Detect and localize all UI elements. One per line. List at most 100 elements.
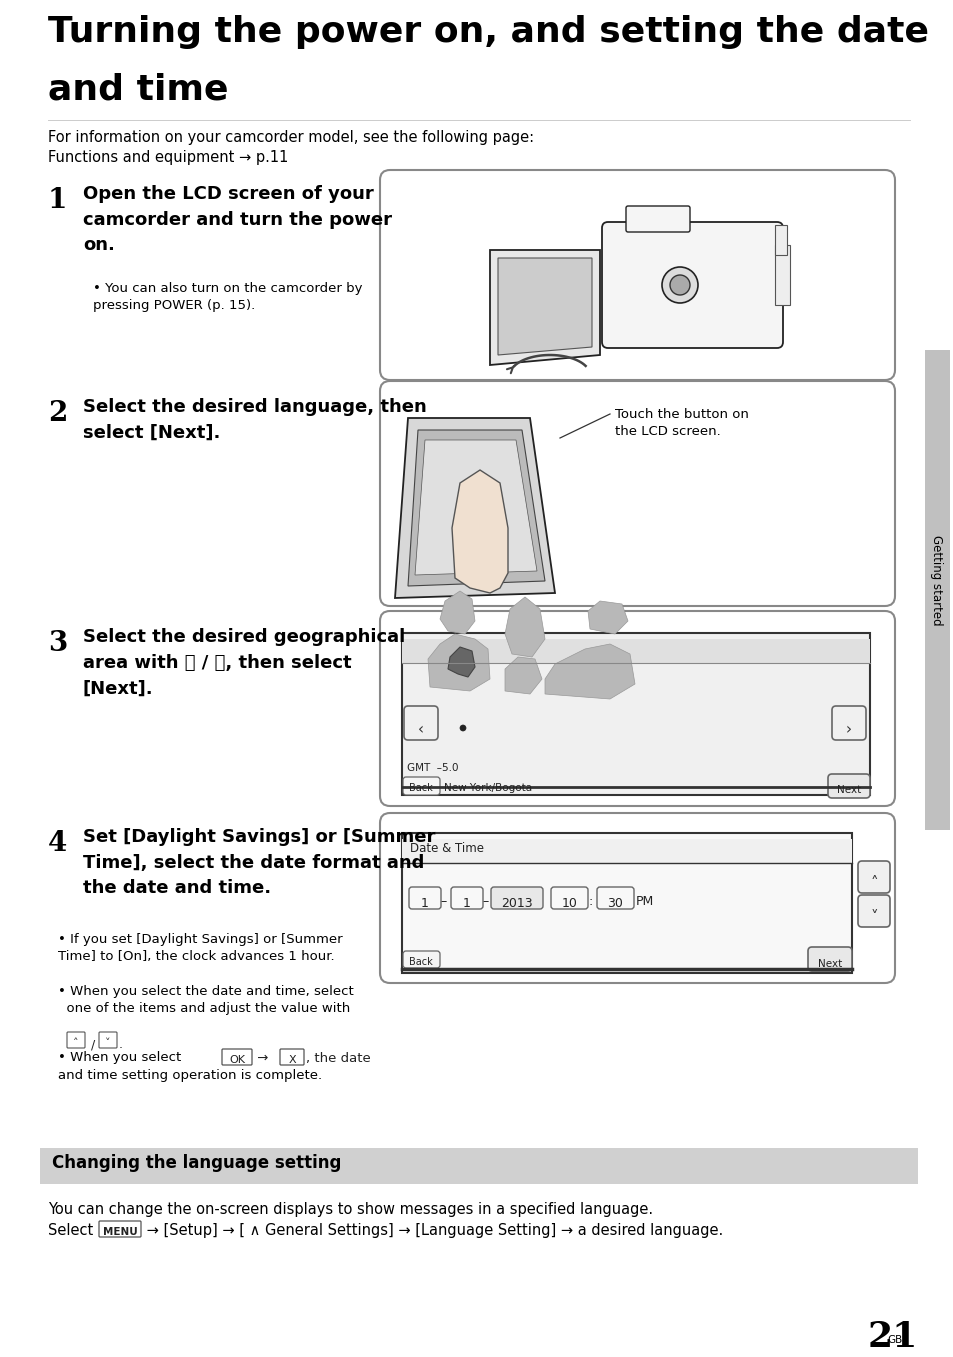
Text: and time setting operation is complete.: and time setting operation is complete. bbox=[58, 1069, 322, 1082]
Polygon shape bbox=[497, 258, 592, 356]
Circle shape bbox=[459, 725, 465, 731]
Polygon shape bbox=[439, 592, 475, 634]
Text: You can change the on-screen displays to show messages in a specified language.: You can change the on-screen displays to… bbox=[48, 1202, 653, 1217]
Text: • When you select the date and time, select
  one of the items and adjust the va: • When you select the date and time, sel… bbox=[58, 985, 354, 1015]
Text: .: . bbox=[119, 1038, 123, 1052]
Text: , the date: , the date bbox=[306, 1052, 371, 1065]
FancyBboxPatch shape bbox=[67, 1033, 85, 1048]
Bar bbox=[401, 839, 851, 863]
FancyBboxPatch shape bbox=[99, 1033, 117, 1048]
Polygon shape bbox=[504, 597, 544, 657]
Text: Select: Select bbox=[48, 1223, 98, 1238]
Text: Touch the button on
the LCD screen.: Touch the button on the LCD screen. bbox=[615, 408, 748, 438]
Polygon shape bbox=[544, 645, 635, 699]
Polygon shape bbox=[490, 250, 599, 365]
Text: Open the LCD screen of your
camcorder and turn the power
on.: Open the LCD screen of your camcorder an… bbox=[83, 185, 392, 254]
Bar bbox=[774, 246, 789, 305]
Text: –: – bbox=[482, 896, 489, 908]
Text: Functions and equipment → p.11: Functions and equipment → p.11 bbox=[48, 151, 288, 166]
Text: GB: GB bbox=[886, 1335, 902, 1345]
Text: Getting started: Getting started bbox=[929, 535, 943, 626]
FancyBboxPatch shape bbox=[403, 706, 437, 740]
Text: MENU: MENU bbox=[103, 1227, 137, 1238]
Text: ˄: ˄ bbox=[869, 877, 877, 892]
Polygon shape bbox=[452, 470, 507, 593]
Text: Set [Daylight Savings] or [Summer
Time], select the date format and
the date and: Set [Daylight Savings] or [Summer Time],… bbox=[83, 828, 435, 897]
Polygon shape bbox=[504, 657, 541, 693]
FancyBboxPatch shape bbox=[827, 773, 869, 798]
Text: :: : bbox=[588, 896, 593, 908]
Text: 10: 10 bbox=[561, 897, 577, 911]
Text: OK: OK bbox=[229, 1054, 245, 1065]
Text: • If you set [Daylight Savings] or [Summer
Time] to [On], the clock advances 1 h: • If you set [Daylight Savings] or [Summ… bbox=[58, 934, 342, 963]
Circle shape bbox=[464, 556, 478, 570]
Text: ›: › bbox=[845, 722, 851, 737]
Text: 2: 2 bbox=[48, 400, 68, 427]
FancyBboxPatch shape bbox=[99, 1221, 141, 1238]
FancyBboxPatch shape bbox=[857, 860, 889, 893]
Text: ‹: ‹ bbox=[417, 722, 423, 737]
Text: 1: 1 bbox=[420, 897, 429, 911]
Text: Turning the power on, and setting the date: Turning the power on, and setting the da… bbox=[48, 15, 928, 49]
Text: 4: 4 bbox=[48, 830, 67, 858]
Polygon shape bbox=[448, 647, 475, 677]
Text: 30: 30 bbox=[607, 897, 622, 911]
Polygon shape bbox=[587, 601, 627, 634]
FancyBboxPatch shape bbox=[409, 887, 440, 909]
FancyBboxPatch shape bbox=[597, 887, 634, 909]
Text: –: – bbox=[440, 896, 447, 908]
Text: GMT  –5.0: GMT –5.0 bbox=[407, 763, 458, 773]
Text: New York/Bogota: New York/Bogota bbox=[443, 783, 532, 792]
Text: X: X bbox=[288, 1054, 295, 1065]
Bar bbox=[401, 833, 851, 973]
Text: Next: Next bbox=[817, 959, 841, 969]
Text: Select the desired geographical
area with 〈 / 〉, then select
[Next].: Select the desired geographical area wit… bbox=[83, 628, 405, 697]
Text: Changing the language setting: Changing the language setting bbox=[52, 1153, 341, 1172]
Text: and time: and time bbox=[48, 72, 229, 106]
Text: • When you select: • When you select bbox=[58, 1052, 185, 1064]
Bar bbox=[774, 225, 786, 255]
Bar bbox=[401, 632, 869, 795]
FancyBboxPatch shape bbox=[831, 706, 865, 740]
Text: 21: 21 bbox=[867, 1320, 917, 1354]
FancyBboxPatch shape bbox=[379, 381, 894, 607]
FancyBboxPatch shape bbox=[601, 223, 782, 347]
FancyBboxPatch shape bbox=[379, 170, 894, 380]
Bar bbox=[40, 1148, 917, 1185]
Text: /: / bbox=[87, 1038, 99, 1052]
FancyBboxPatch shape bbox=[625, 206, 689, 232]
Bar bbox=[401, 639, 869, 664]
Polygon shape bbox=[408, 430, 544, 586]
FancyBboxPatch shape bbox=[551, 887, 587, 909]
Text: Select the desired language, then
select [Next].: Select the desired language, then select… bbox=[83, 398, 426, 441]
FancyBboxPatch shape bbox=[379, 611, 894, 806]
FancyBboxPatch shape bbox=[379, 813, 894, 982]
FancyBboxPatch shape bbox=[857, 896, 889, 927]
FancyBboxPatch shape bbox=[402, 778, 439, 795]
FancyBboxPatch shape bbox=[280, 1049, 304, 1065]
Text: Date & Time: Date & Time bbox=[410, 841, 483, 855]
Text: → [Setup] → [ ∧ General Settings] → [Language Setting] → a desired language.: → [Setup] → [ ∧ General Settings] → [Lan… bbox=[142, 1223, 722, 1238]
FancyBboxPatch shape bbox=[451, 887, 482, 909]
Text: ˄: ˄ bbox=[73, 1038, 79, 1048]
Text: • You can also turn on the camcorder by
pressing POWER (p. 15).: • You can also turn on the camcorder by … bbox=[92, 282, 362, 312]
Text: ˅: ˅ bbox=[105, 1038, 111, 1048]
Polygon shape bbox=[395, 418, 555, 598]
Text: Back: Back bbox=[409, 783, 433, 792]
Text: 2013: 2013 bbox=[500, 897, 533, 911]
Text: 1: 1 bbox=[462, 897, 471, 911]
FancyBboxPatch shape bbox=[402, 951, 439, 968]
FancyBboxPatch shape bbox=[807, 947, 851, 972]
Text: Back: Back bbox=[409, 957, 433, 968]
Circle shape bbox=[669, 275, 689, 294]
FancyBboxPatch shape bbox=[222, 1049, 252, 1065]
Text: ˅: ˅ bbox=[869, 911, 877, 925]
Text: 1: 1 bbox=[48, 187, 68, 214]
FancyBboxPatch shape bbox=[491, 887, 542, 909]
Text: Next: Next bbox=[836, 784, 861, 795]
Bar bbox=[924, 350, 949, 830]
Text: →: → bbox=[253, 1052, 273, 1065]
Text: PM: PM bbox=[636, 896, 654, 908]
Polygon shape bbox=[415, 440, 537, 575]
Circle shape bbox=[661, 267, 698, 303]
